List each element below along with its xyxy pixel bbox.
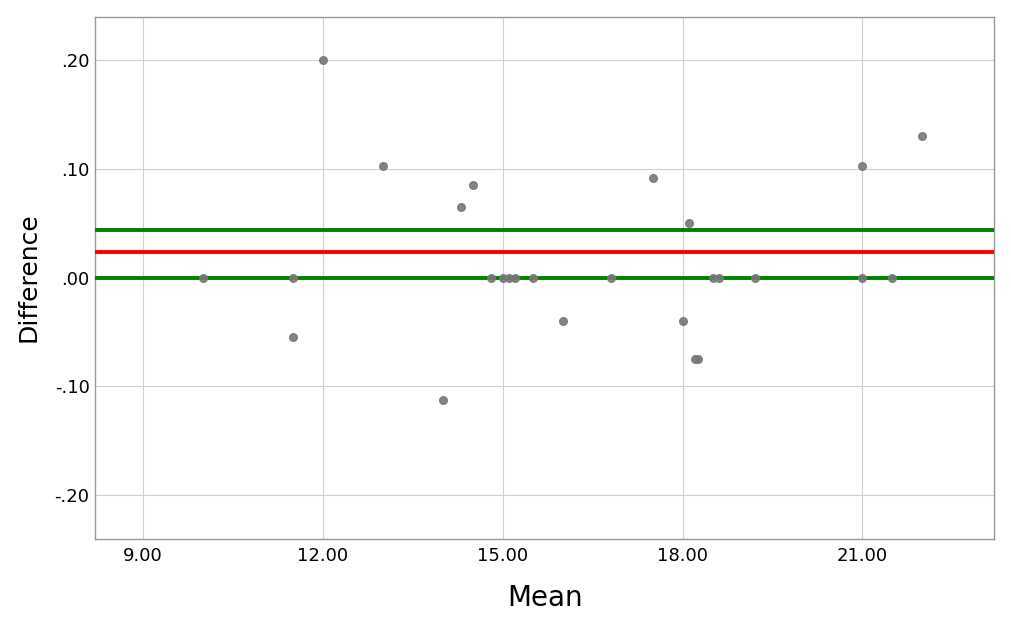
Point [285, 272, 301, 282]
Point [507, 272, 523, 282]
Point [711, 272, 727, 282]
Point [453, 202, 469, 212]
Point [914, 131, 930, 142]
Point [854, 272, 870, 282]
Point [482, 272, 498, 282]
Point [555, 316, 571, 326]
X-axis label: Mean: Mean [507, 584, 582, 613]
Point [674, 316, 691, 326]
Point [705, 272, 721, 282]
Point [885, 272, 901, 282]
Point [686, 354, 703, 364]
Point [314, 55, 331, 65]
Point [645, 172, 661, 182]
Point [500, 272, 517, 282]
Y-axis label: Difference: Difference [16, 213, 40, 342]
Point [285, 332, 301, 342]
Point [690, 354, 706, 364]
Point [465, 180, 481, 190]
Point [603, 272, 619, 282]
Point [854, 160, 870, 170]
Point [435, 396, 451, 406]
Point [525, 272, 541, 282]
Point [375, 160, 391, 170]
Point [746, 272, 762, 282]
Point [494, 272, 511, 282]
Point [195, 272, 211, 282]
Point [680, 218, 697, 228]
